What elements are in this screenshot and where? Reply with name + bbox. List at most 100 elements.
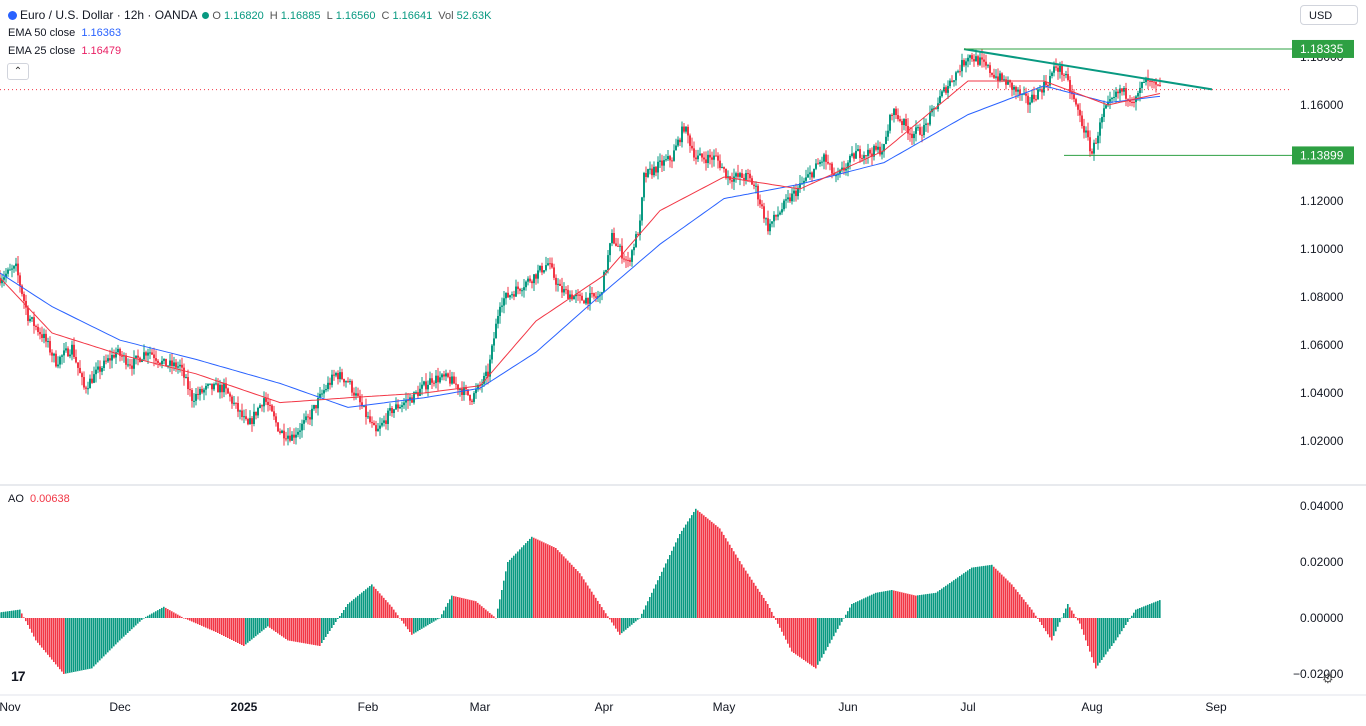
candle-body xyxy=(157,360,159,363)
ao-legend[interactable]: AO 0.00638 xyxy=(8,493,73,505)
candle-body xyxy=(637,234,639,236)
candle-body xyxy=(605,270,607,272)
ao-bar xyxy=(925,594,927,618)
candle-body xyxy=(651,168,653,176)
candle-body xyxy=(1005,79,1007,85)
candle-body xyxy=(279,431,281,433)
candle-body xyxy=(555,277,557,285)
ao-bar xyxy=(685,524,687,618)
candle-body xyxy=(1131,101,1133,103)
candle-body xyxy=(493,338,495,346)
ao-bar xyxy=(1003,576,1005,618)
ao-bar xyxy=(633,618,635,624)
candle-body xyxy=(85,387,87,389)
candle-body xyxy=(699,153,701,156)
ema50-legend[interactable]: EMA 50 close 1.16363 xyxy=(8,27,124,39)
candle-body xyxy=(303,420,305,424)
ao-bar xyxy=(463,598,465,618)
ao-bar xyxy=(811,618,813,666)
ao-bar xyxy=(271,618,273,630)
ao-bar xyxy=(915,595,917,618)
ao-bar xyxy=(1111,618,1113,646)
ao-bar xyxy=(389,604,391,618)
candle-body xyxy=(11,268,13,270)
ema25-line[interactable] xyxy=(0,80,1161,404)
ao-bar xyxy=(709,520,711,618)
ao-bar xyxy=(1097,618,1099,666)
candle-body xyxy=(327,382,329,390)
candle-body xyxy=(369,416,371,423)
candle-body xyxy=(69,354,71,357)
candle-body xyxy=(619,245,621,247)
ao-bar xyxy=(441,614,443,618)
ema50-line[interactable] xyxy=(0,85,1161,408)
ao-bar xyxy=(323,618,325,640)
ao-bar xyxy=(821,618,823,658)
collapse-legend-button[interactable]: ⌃ xyxy=(7,63,29,80)
candle-body xyxy=(973,59,975,62)
candle-body xyxy=(371,422,373,424)
candle-body xyxy=(1151,80,1153,82)
symbol-title[interactable]: Euro / U.S. Dollar · 12h · OANDA xyxy=(20,8,198,22)
ao-bar xyxy=(107,618,109,653)
ao-bar xyxy=(673,546,675,618)
ao-bar xyxy=(239,618,241,644)
ao-bar xyxy=(1081,618,1083,630)
candle-body xyxy=(203,389,205,393)
candle-body xyxy=(1035,99,1037,101)
ao-bar xyxy=(1137,608,1139,618)
candle-body xyxy=(305,416,307,421)
ao-bar xyxy=(981,566,983,618)
candle-body xyxy=(197,393,199,395)
candle-body xyxy=(35,325,37,327)
candle-body xyxy=(441,374,443,378)
ao-bar xyxy=(489,612,491,618)
candle-body xyxy=(239,410,241,412)
ao-bar xyxy=(679,534,681,618)
ao-bar xyxy=(829,618,831,644)
ao-bar xyxy=(1083,618,1085,635)
ao-bar xyxy=(83,618,85,670)
ao-bar xyxy=(697,510,699,618)
ao-bar xyxy=(755,585,757,618)
candle-body xyxy=(983,59,985,62)
ao-bar xyxy=(263,618,265,630)
candle-body xyxy=(787,197,789,200)
close-label: C xyxy=(381,10,390,22)
tradingview-logo-icon[interactable]: 17 xyxy=(11,668,26,684)
candle-body xyxy=(55,353,57,367)
candle-body xyxy=(813,168,815,178)
price-axis-tick: 1.02000 xyxy=(1300,434,1344,448)
descending-trendline[interactable] xyxy=(963,48,1213,91)
ao-bar xyxy=(861,599,863,618)
ao-bar xyxy=(691,515,693,618)
market-status-icon xyxy=(202,12,210,19)
candle-body xyxy=(459,388,461,390)
ao-bar xyxy=(507,562,509,618)
ao-bar xyxy=(165,607,167,618)
candle-body xyxy=(1051,72,1053,77)
ao-bar xyxy=(527,541,529,618)
candle-body xyxy=(103,360,105,368)
candle-body xyxy=(1155,81,1157,85)
candle-body xyxy=(311,408,313,420)
ao-bar xyxy=(677,538,679,618)
ao-bar xyxy=(359,594,361,618)
ao-bar xyxy=(143,618,145,619)
candle-body xyxy=(803,180,805,184)
ao-bar xyxy=(199,618,201,625)
ao-bar xyxy=(47,618,49,655)
ao-bar xyxy=(341,613,343,618)
ao-bar xyxy=(707,518,709,618)
ao-bar xyxy=(713,523,715,618)
currency-button[interactable]: USD xyxy=(1300,5,1358,25)
ao-bar xyxy=(1017,591,1019,618)
candle-body xyxy=(1029,102,1031,105)
gear-icon[interactable]: ⚙ xyxy=(1322,671,1334,686)
candle-body xyxy=(919,127,921,135)
ao-bar xyxy=(779,618,781,628)
ao-bar xyxy=(1079,618,1081,624)
ema25-legend[interactable]: EMA 25 close 1.16479 xyxy=(8,45,124,57)
ao-bar xyxy=(81,618,83,671)
